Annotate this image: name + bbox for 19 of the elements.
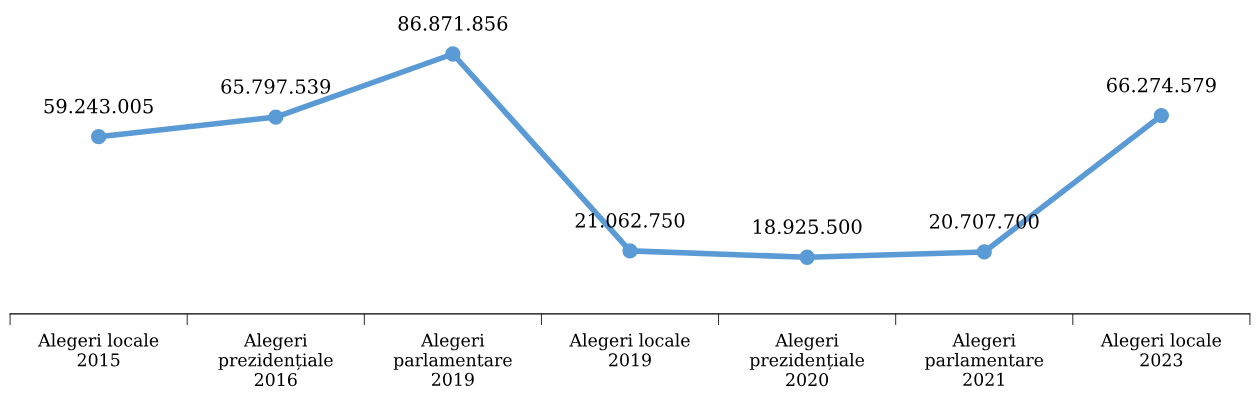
x-tick-label: Alegeri locale 2019 [569,333,690,367]
data-label: 65.797.539 [221,79,331,94]
data-label: 18.925.500 [753,219,862,235]
point [622,243,638,259]
data-label: 59.243.005 [44,98,153,114]
point [445,46,461,62]
data-label: 66.274.579 [1106,77,1216,93]
x-tick-label: Alegeri prezidențiale 2016 [218,333,333,387]
point [268,109,284,125]
x-tick-label: Alegeri parlamentare 2021 [924,333,1044,386]
point [1153,107,1169,124]
x-tick-label: Alegeri prezidențiale 2020 [749,333,865,387]
x-tick-label: Alegeri locale 2015 [38,333,159,367]
data-label: 86.871.856 [398,16,508,31]
x-tick-label: Alegeri locale 2023 [1100,333,1222,367]
point [91,129,107,145]
point [799,249,815,265]
x-tick-label: Alegeri parlamentare 2019 [393,333,512,386]
point [976,244,992,260]
